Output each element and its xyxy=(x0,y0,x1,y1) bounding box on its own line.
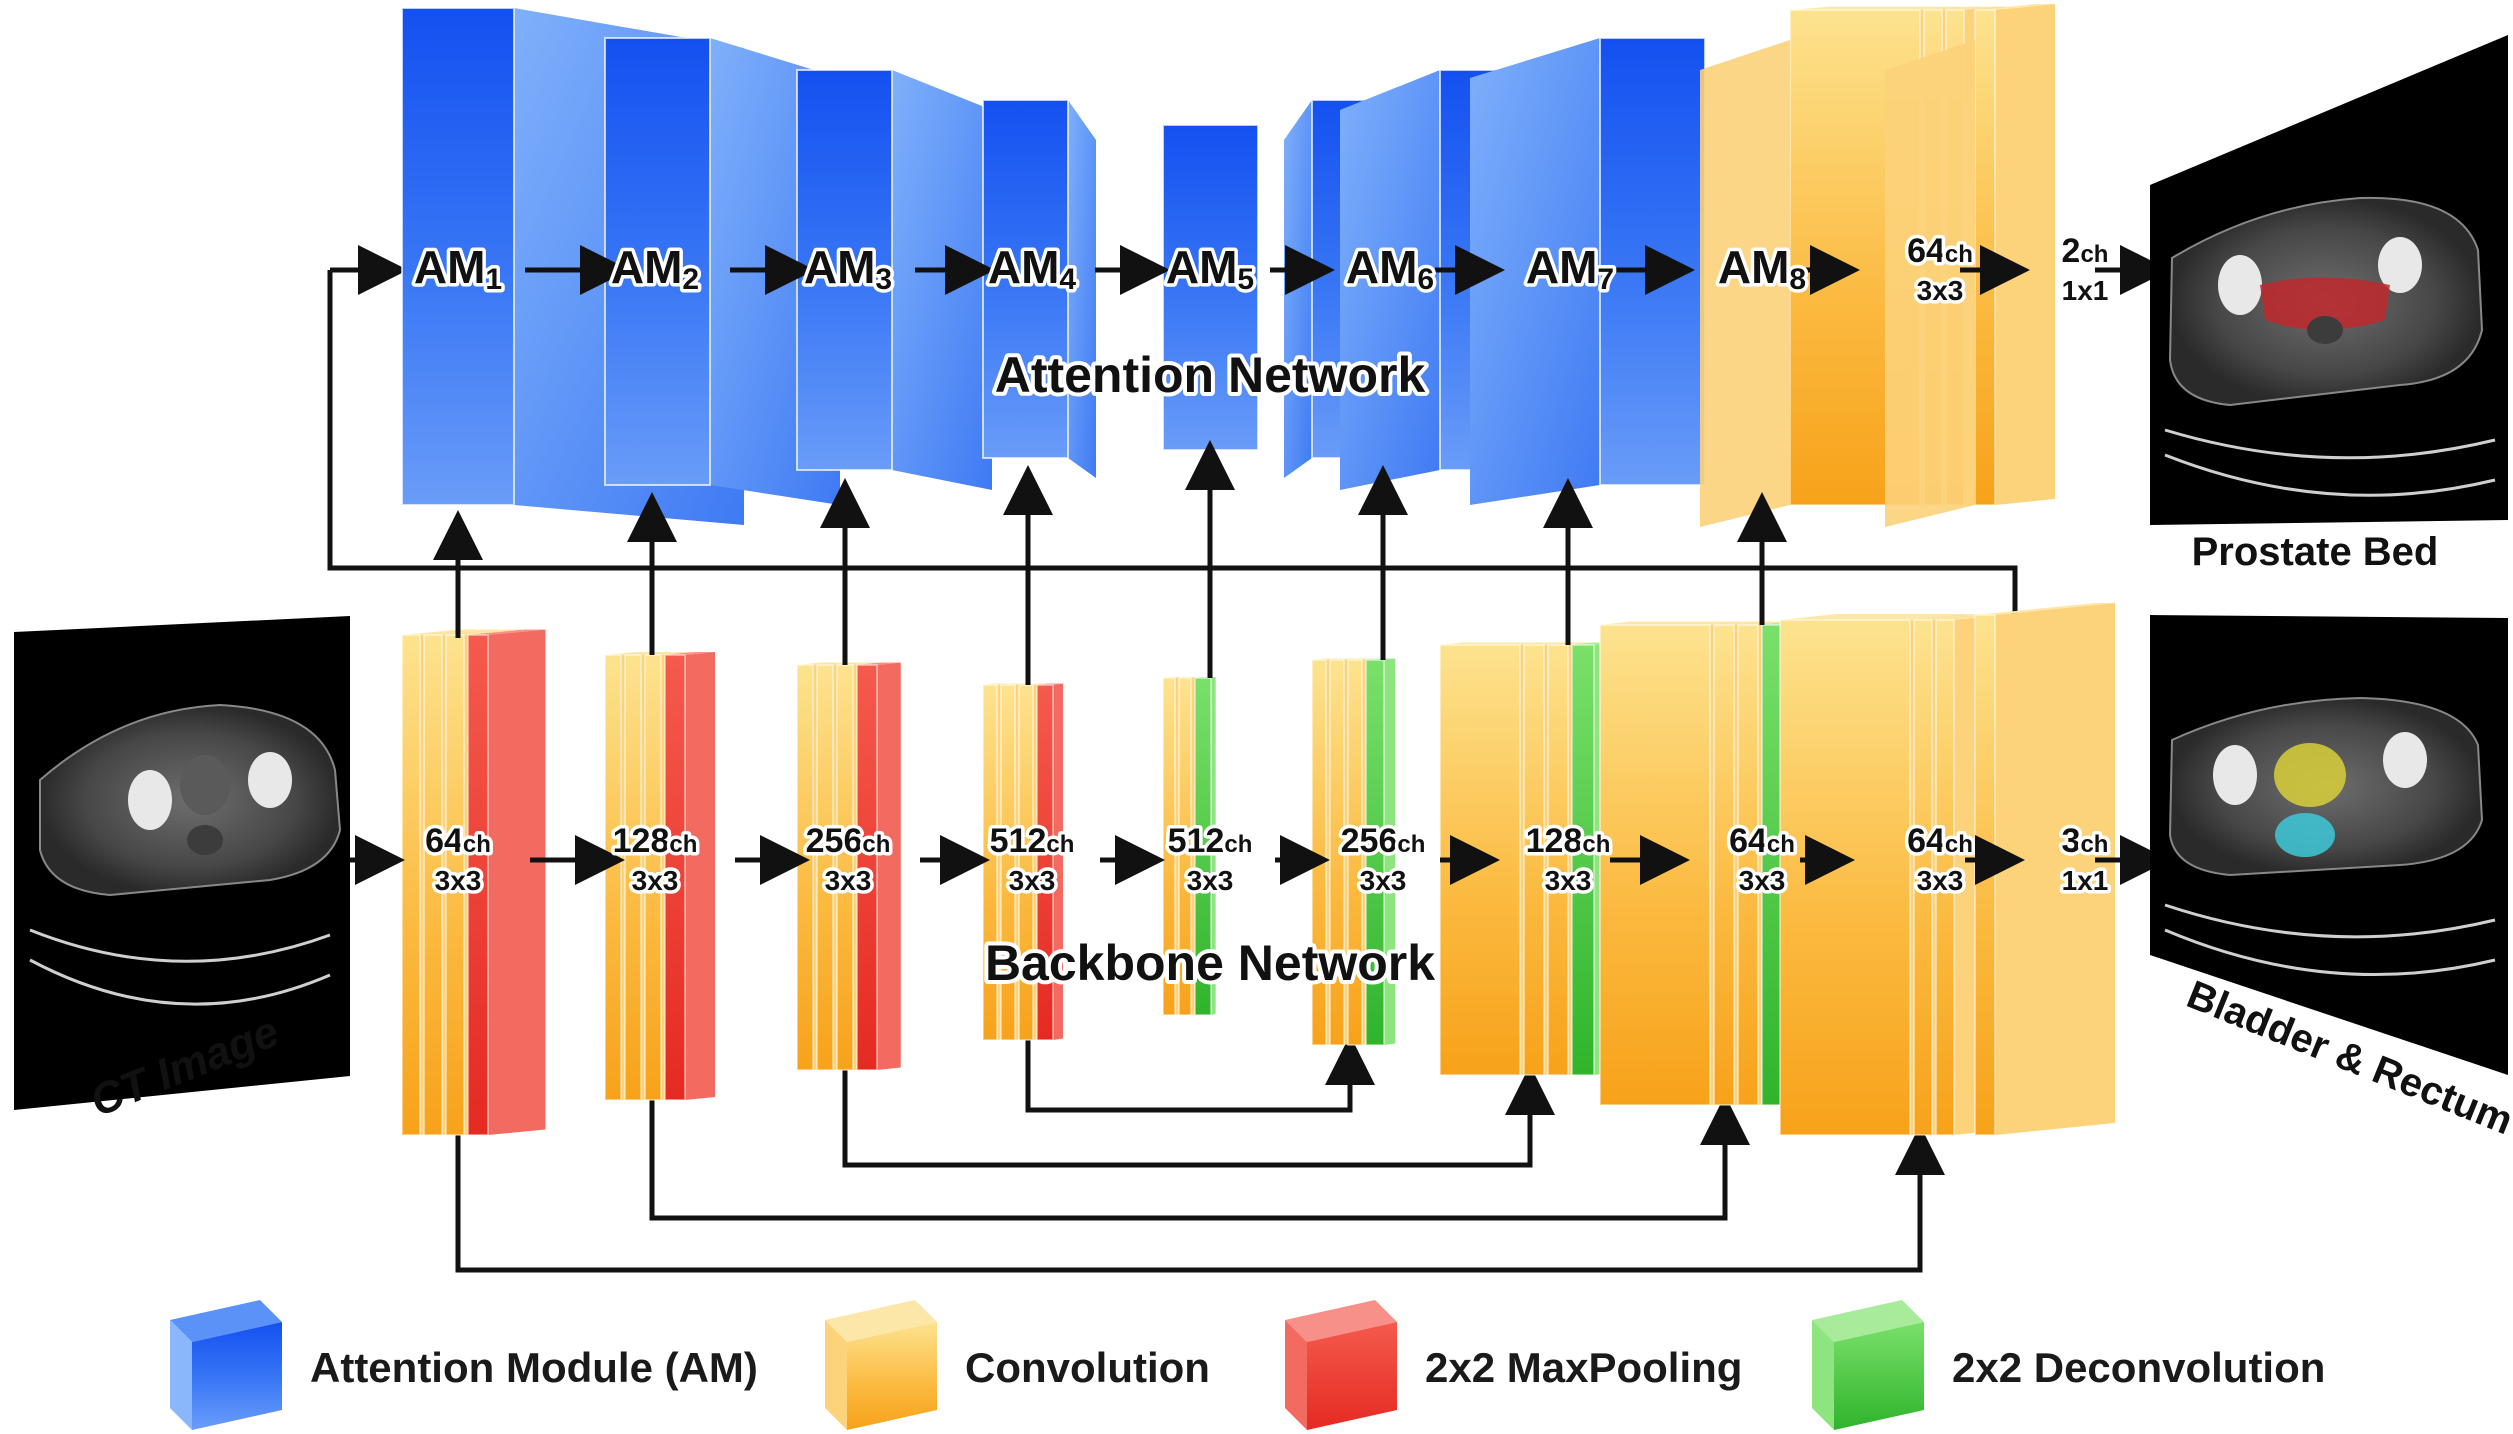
skip-connection-1 xyxy=(1025,1040,1353,1113)
attention-head-2-label-kernel: 1x1 xyxy=(2062,275,2109,306)
attention-head-2-depth xyxy=(1885,40,1975,527)
attention-head-1-label-kernel: 3x3 xyxy=(1917,275,1964,306)
ct-input-image xyxy=(14,616,350,1110)
skip-connection-3 xyxy=(649,1100,1728,1221)
attention-head-2-layer-1 xyxy=(1974,4,2055,506)
backbone-stage-6-layer-4 xyxy=(1365,658,1396,1046)
legend: Attention Module (AM) Convolution 2x2 MaxP… xyxy=(170,1300,2325,1430)
backbone-stage-7-label: 128ch xyxy=(1526,822,1611,860)
prostate-bed-overlay xyxy=(2260,277,2390,330)
attention-module-5 xyxy=(1162,124,1259,451)
legend-item-2: Convolution xyxy=(825,1300,1210,1430)
legend-label-2: Convolution xyxy=(965,1344,1210,1391)
attention-module-5-label: AM5 xyxy=(1166,241,1254,296)
backbone-stage-6-label-kernel: 3x3 xyxy=(1360,865,1407,896)
attention-head-1-depth xyxy=(1700,40,1790,527)
backbone-stage-4-layer-4 xyxy=(1036,683,1063,1041)
legend-cube-3-side xyxy=(1285,1320,1307,1430)
legend-cube-4-top xyxy=(1812,1300,1924,1342)
attention-module-1-label: AM1 xyxy=(414,241,502,296)
backbone-stage-9-label-kernel: 3x3 xyxy=(1917,865,1964,896)
backbone-stage-10-label-kernel: 1x1 xyxy=(2062,865,2109,896)
attention-module-2-label: AM2 xyxy=(611,241,699,296)
backbone-stage-1-label-kernel: 3x3 xyxy=(435,865,482,896)
legend-cube-3-front xyxy=(1307,1322,1397,1430)
attention-module-4-label: AM4 xyxy=(988,241,1077,296)
backbone-stage-2-layer-4 xyxy=(664,652,715,1101)
attention-module-3-label: AM3 xyxy=(804,241,892,296)
backbone-stage-6-label: 256ch xyxy=(1341,822,1426,860)
legend-cube-4-front xyxy=(1834,1322,1924,1430)
backbone-stage-10-label: 3ch xyxy=(2062,822,2109,860)
backbone-stage-3-label: 256ch xyxy=(806,822,891,860)
legend-cube-3-top xyxy=(1285,1300,1397,1342)
legend-label-3: 2x2 MaxPooling xyxy=(1425,1344,1742,1391)
backbone-stage-2-label-kernel: 3x3 xyxy=(632,865,679,896)
legend-item-3: 2x2 MaxPooling xyxy=(1285,1300,1742,1430)
backbone-stage-9-label: 64ch xyxy=(1907,822,1973,860)
legend-label-4: 2x2 Deconvolution xyxy=(1952,1344,2325,1391)
bladder-rectum-output-image xyxy=(2150,615,2508,1075)
block-labels: 64ch 3x3 128ch 3x3 256ch 3x3 512ch 3x3 512ch 3x3 2… xyxy=(410,229,2112,900)
backbone-stage-4-label-kernel: 3x3 xyxy=(1009,865,1056,896)
attention-module-7-label: AM7 xyxy=(1526,241,1614,296)
attention-module-8-label: AM8 xyxy=(1718,241,1806,296)
legend-cube-1-top xyxy=(170,1300,282,1342)
attention-network-title: Attention Network xyxy=(995,347,1426,403)
legend-cube-4-side xyxy=(1812,1320,1834,1430)
skip-connection-2 xyxy=(842,1070,1533,1168)
backbone-stage-8-label: 64ch xyxy=(1729,822,1795,860)
legend-cube-2-top xyxy=(825,1300,937,1342)
attention-module-4 xyxy=(982,99,1096,478)
legend-cube-2-front xyxy=(847,1322,937,1430)
backbone-stage-2-label: 128ch xyxy=(613,822,698,860)
attention-head-2-label: 2ch xyxy=(2062,232,2109,270)
backbone-stage-3-layer-4 xyxy=(856,662,901,1071)
backbone-network-title: Backbone Network xyxy=(985,935,1435,991)
attention-module-3 xyxy=(796,69,992,490)
network-blocks xyxy=(401,4,2115,1136)
backbone-stage-4-label: 512ch xyxy=(990,822,1075,860)
bladder-overlay xyxy=(2274,743,2346,807)
backbone-stage-5-label: 512ch xyxy=(1168,822,1253,860)
prostate-bed-output-image xyxy=(2150,35,2508,525)
flow-arrows xyxy=(320,245,2170,885)
attention-module-8 xyxy=(1470,37,1706,505)
attention-module-6-label: AM6 xyxy=(1346,241,1434,296)
backbone-stage-5-layer-3 xyxy=(1194,677,1216,1016)
backbone-stage-1-layer-4 xyxy=(467,629,546,1136)
backbone-stage-8-label-kernel: 3x3 xyxy=(1739,865,1786,896)
skip-connection-4 xyxy=(455,1135,1923,1273)
backbone-stage-7-label-kernel: 3x3 xyxy=(1545,865,1592,896)
legend-label-1: Attention Module (AM) xyxy=(310,1344,758,1391)
backbone-stage-3-label-kernel: 3x3 xyxy=(825,865,872,896)
backbone-stage-1-label: 64ch xyxy=(425,822,491,860)
legend-cube-2-side xyxy=(825,1320,847,1430)
prostate-bed-label: Prostate Bed xyxy=(2192,530,2439,574)
attention-head-1-label: 64ch xyxy=(1907,232,1973,270)
legend-cube-1-side xyxy=(170,1320,192,1430)
legend-item-4: 2x2 Deconvolution xyxy=(1812,1300,2325,1430)
backbone-stage-5-label-kernel: 3x3 xyxy=(1187,865,1234,896)
legend-cube-1-front xyxy=(192,1322,282,1430)
legend-item-1: Attention Module (AM) xyxy=(170,1300,758,1430)
rectum-overlay xyxy=(2275,813,2335,857)
